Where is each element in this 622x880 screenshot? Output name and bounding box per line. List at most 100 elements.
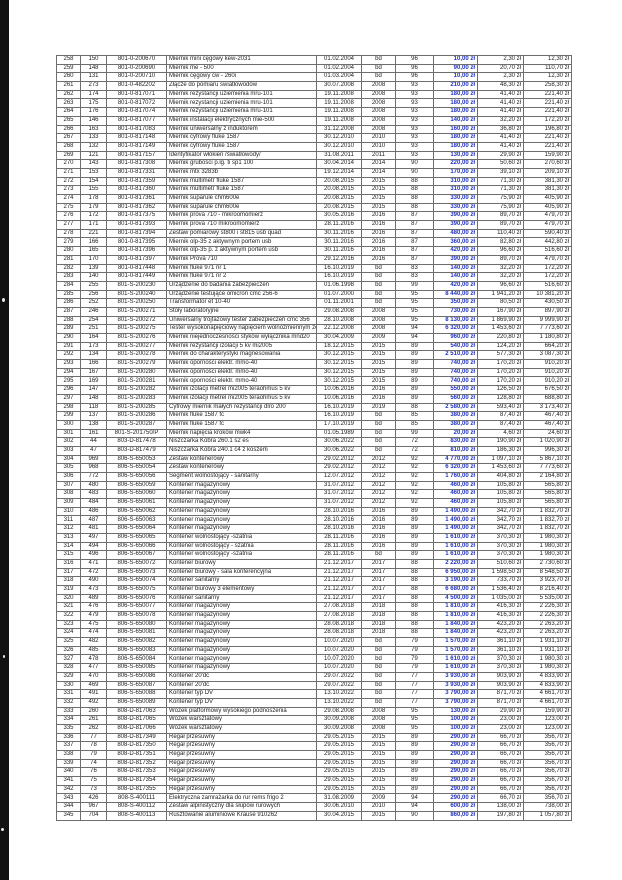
gross-value: 910,20 zł bbox=[523, 359, 572, 369]
table-row: 301 161 801-S-201750/P Miernik napięcia kro… bbox=[56, 428, 572, 439]
row-index: 278 bbox=[56, 228, 81, 239]
row-index: 294 bbox=[56, 367, 81, 378]
depreciation-percent: 88 bbox=[395, 202, 434, 213]
purchase-date: 28.08.2018 bbox=[316, 628, 362, 639]
item-name: Kontener wolnostojący -szatnia bbox=[166, 532, 317, 543]
year: bd bbox=[361, 697, 396, 708]
vat-value: 2,30 zł bbox=[477, 55, 524, 65]
table-row: 298 118 801-S-200285 Cyfrowy miernik małych… bbox=[56, 402, 572, 413]
year: bd bbox=[361, 445, 396, 456]
item-name: Kontener magazynowy bbox=[166, 524, 317, 534]
purchase-date: 18.12.2015 bbox=[316, 341, 362, 352]
depreciation-percent: 89 bbox=[395, 385, 434, 395]
item-name: Kontener magazynowy bbox=[166, 637, 317, 647]
year: bd bbox=[361, 298, 396, 308]
item-name: Miernik Prova 710 bbox=[166, 254, 317, 265]
year: 2017 bbox=[361, 593, 396, 604]
inventory-number: 801-0-817071 bbox=[106, 89, 167, 100]
purchase-date: 29.05.2015 bbox=[316, 732, 362, 743]
gross-value: 159,90 zł bbox=[523, 150, 572, 161]
inventory-number: 806-S-650053 bbox=[106, 454, 167, 465]
item-name: Elektryczna zamrażarka do rur rems frigo… bbox=[166, 793, 317, 804]
gross-value: 565,80 zł bbox=[523, 498, 572, 508]
vat-value: 82,80 zł bbox=[477, 237, 524, 248]
table-row: 318 490 806-S-650074 Kontener sanitarny 21.1… bbox=[56, 576, 572, 586]
net-value: 1 610,00 zł bbox=[433, 663, 478, 673]
depreciation-percent: 89 bbox=[395, 376, 434, 387]
purchase-date: 28.10.2016 bbox=[316, 506, 362, 517]
net-value: 350,00 zł bbox=[433, 298, 478, 308]
inventory-number: 801-0-817394 bbox=[106, 228, 167, 239]
inventory-number: 808-D-817350 bbox=[106, 741, 167, 751]
inventory-number: 806-S-650085 bbox=[106, 663, 167, 673]
item-name: Kontener magazynowy bbox=[166, 489, 317, 500]
gross-value: 3 173,40 zł bbox=[523, 402, 572, 413]
item-name: Kontener magazynowy bbox=[166, 663, 317, 673]
vat-value: 105,80 zł bbox=[477, 498, 524, 508]
item-name: Kontener biurowy - sala konferencyjna bbox=[166, 567, 317, 578]
vat-value: 96,60 zł bbox=[477, 280, 524, 291]
depreciation-percent: 83 bbox=[395, 272, 434, 282]
depreciation-percent: 95 bbox=[395, 306, 434, 317]
vat-value: 32,20 zł bbox=[477, 263, 524, 274]
table-row: 297 148 801-S-200283 Miernik izolacji metre… bbox=[56, 393, 572, 404]
net-value: 2 580,00 zł bbox=[433, 402, 478, 413]
depreciation-percent: 88 bbox=[395, 602, 434, 612]
inventory-number: 806-S-650077 bbox=[106, 602, 167, 612]
year: 2008 bbox=[361, 723, 396, 734]
inventory-number: 801-S-200277 bbox=[106, 341, 167, 352]
table-row: 325 482 806-S-650082 Kontener magazynowy 10.… bbox=[56, 637, 572, 647]
purchase-date: 21.12.2017 bbox=[316, 584, 362, 595]
depreciation-percent: 88 bbox=[395, 194, 434, 204]
vat-value: 1 941,20 zł bbox=[477, 289, 524, 300]
item-id: 176 bbox=[80, 107, 107, 117]
depreciation-percent: 89 bbox=[395, 515, 434, 526]
row-index: 270 bbox=[56, 159, 81, 169]
purchase-date: 29.05.2015 bbox=[316, 758, 362, 769]
item-id: 140 bbox=[80, 272, 107, 282]
net-value: 550,00 zł bbox=[433, 385, 478, 395]
net-value: 6 320,00 zł bbox=[433, 324, 478, 334]
depreciation-percent: 92 bbox=[395, 454, 434, 465]
inventory-number: 801-S-200271 bbox=[106, 306, 167, 317]
vat-value: 66,70 zł bbox=[477, 793, 524, 804]
depreciation-percent: 89 bbox=[395, 532, 434, 543]
item-name: Wózek platformowy wysokiego podnoszenia bbox=[166, 706, 317, 717]
net-value: 20,00 zł bbox=[433, 428, 478, 439]
year: 2015 bbox=[361, 758, 396, 769]
vat-value: 126,50 zł bbox=[477, 385, 524, 395]
inventory-number: 806-S-650060 bbox=[106, 489, 167, 500]
vat-value: 23,00 zł bbox=[477, 723, 524, 734]
inventory-number: 806-S-650072 bbox=[106, 558, 167, 569]
year: 2018 bbox=[361, 628, 396, 639]
depreciation-percent: 93 bbox=[395, 81, 434, 91]
item-id: 175 bbox=[80, 98, 107, 109]
vat-value: 2,30 zł bbox=[477, 72, 524, 83]
item-id: 487 bbox=[80, 515, 107, 526]
item-id: 153 bbox=[80, 167, 107, 178]
item-id: 479 bbox=[80, 611, 107, 621]
net-value: 1 570,00 zł bbox=[433, 645, 478, 656]
row-index: 316 bbox=[56, 558, 81, 569]
table-row: 300 138 801-S-200287 Miernik fluke 1587 fc 1… bbox=[56, 419, 572, 430]
item-name: Tester wysokonapięciowy napięciem wolnoz… bbox=[166, 324, 317, 334]
item-name: Miernik grubości p.lg. ti sp1 100 bbox=[166, 159, 317, 169]
table-row: 302 44 803-D-817478 Niszczarka Kobra 260.1 … bbox=[56, 437, 572, 447]
depreciation-percent: 88 bbox=[395, 619, 434, 630]
inventory-number: 801-0-200670 bbox=[106, 55, 167, 65]
gross-value: 24,60 zł bbox=[523, 428, 572, 439]
inventory-number: 801-0-817074 bbox=[106, 107, 167, 117]
depreciation-percent: 93 bbox=[395, 107, 434, 117]
gross-value: 4 661,70 zł bbox=[523, 697, 572, 708]
table-row: 272 154 801-0-817359 Miernik multimetr fluk… bbox=[56, 176, 572, 187]
gross-value: 1 980,30 zł bbox=[523, 541, 572, 552]
item-name: Niszczarka Kobra 240.1 c4 z koszem bbox=[166, 445, 317, 456]
depreciation-percent: 94 bbox=[395, 802, 434, 812]
depreciation-percent: 89 bbox=[395, 732, 434, 743]
inventory-number: 806-S-650080 bbox=[106, 619, 167, 630]
year: 2016 bbox=[361, 246, 396, 256]
table-row: 271 153 801-0-817331 Miernik mtx 3283b 19.12… bbox=[56, 167, 572, 178]
item-id: 426 bbox=[80, 793, 107, 804]
item-name: Regał przesuwny bbox=[166, 741, 317, 751]
table-row: 280 165 801-0-817396 Miernik olp-35 p. z ak… bbox=[56, 246, 572, 256]
